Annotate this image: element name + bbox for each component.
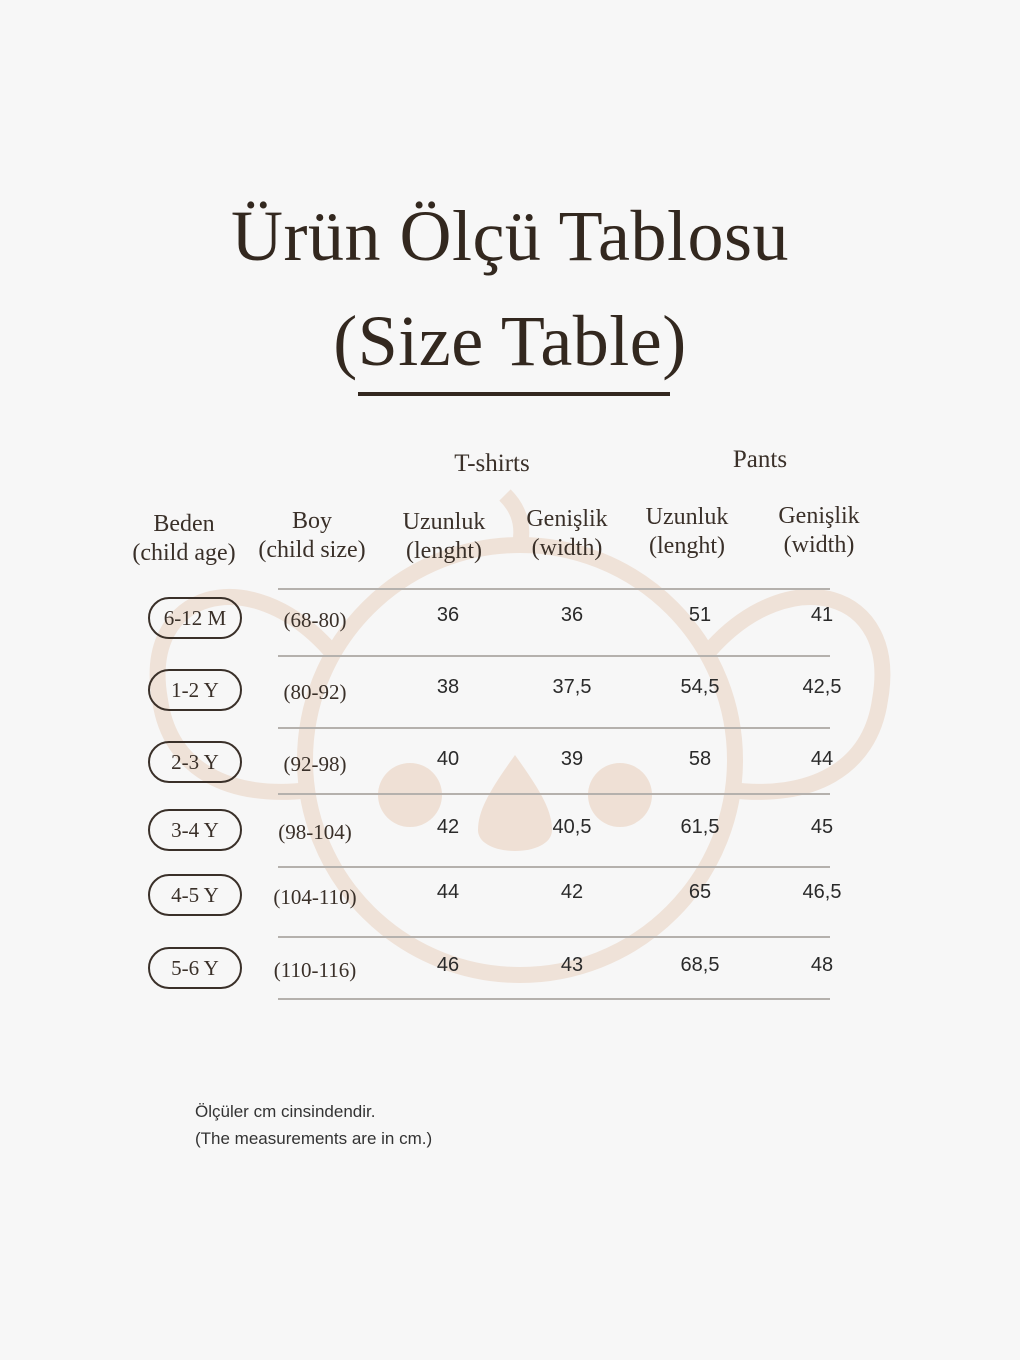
cell-ts_wid: 42 (560, 881, 584, 903)
column-header: Uzunluk (lenght) (364, 508, 524, 566)
header-sublabel: (child size) (258, 537, 366, 563)
note-line-2: (The measurements are in cm.) (195, 1129, 433, 1148)
header-sublabel: (width) (531, 535, 603, 561)
column-header: Genişlik (width) (739, 502, 899, 560)
row-divider (278, 588, 830, 590)
age-pill: 2-3 Y (148, 741, 242, 783)
cell-ts_wid: 36 (560, 604, 584, 626)
header-label: Genişlik (778, 503, 860, 529)
age-pill: 3-4 Y (148, 809, 242, 851)
column-header: Genişlik (width) (487, 505, 647, 563)
header-sublabel: (lenght) (649, 533, 725, 559)
age-pill: 6-12 M (148, 597, 242, 639)
header-label: Uzunluk (645, 504, 729, 530)
child-size: (98-104) (278, 820, 352, 844)
cell-ts_len: 42 (436, 816, 460, 838)
cell-ts_len: 40 (436, 748, 460, 770)
child-size: (110-116) (273, 958, 357, 982)
cell-ts_wid: 37,5 (552, 676, 592, 698)
cell-ts_len: 44 (436, 881, 460, 903)
cell-p_len: 54,5 (680, 676, 720, 698)
header-sublabel: (lenght) (406, 538, 482, 564)
cell-p_wid: 44 (810, 748, 834, 770)
header-label: Uzunluk (402, 509, 486, 535)
page-title: Ürün Ölçü Tablosu (230, 196, 790, 276)
header-label: Boy (291, 508, 332, 534)
cell-p_len: 58 (688, 748, 712, 770)
child-size: (92-98) (283, 752, 347, 776)
age-pill: 1-2 Y (148, 669, 242, 711)
cell-p_wid: 45 (810, 816, 834, 838)
cell-p_len: 61,5 (680, 816, 720, 838)
header-sublabel: (width) (783, 532, 855, 558)
column-header: Uzunluk (lenght) (607, 503, 767, 561)
cell-p_len: 51 (688, 604, 712, 626)
row-divider (278, 793, 830, 795)
child-size: (68-80) (283, 608, 347, 632)
cell-p_wid: 41 (810, 604, 834, 626)
cell-p_wid: 42,5 (802, 676, 842, 698)
row-divider (278, 936, 830, 938)
row-divider (278, 727, 830, 729)
cell-ts_wid: 40,5 (552, 816, 592, 838)
title-underline (358, 392, 670, 396)
age-pill: 5-6 Y (148, 947, 242, 989)
cell-p_len: 65 (688, 881, 712, 903)
group-tshirts: T-shirts (454, 450, 530, 477)
age-pill: 4-5 Y (148, 874, 242, 916)
cell-ts_wid: 39 (560, 748, 584, 770)
column-header: Beden (child age) (104, 510, 264, 568)
cell-ts_len: 38 (436, 676, 460, 698)
cell-p_wid: 46,5 (802, 881, 842, 903)
cell-p_wid: 48 (810, 954, 834, 976)
group-pants: Pants (732, 446, 788, 473)
child-size: (80-92) (283, 680, 347, 704)
row-divider (278, 655, 830, 657)
page-subtitle: (Size Table) (333, 301, 687, 381)
cell-ts_wid: 43 (560, 954, 584, 976)
row-divider (278, 866, 830, 868)
cell-p_len: 68,5 (680, 954, 720, 976)
cell-ts_len: 36 (436, 604, 460, 626)
header-label: Beden (153, 511, 215, 537)
header-sublabel: (child age) (132, 540, 236, 566)
row-divider (278, 998, 830, 1000)
header-label: Genişlik (526, 506, 608, 532)
column-header: Boy (child size) (232, 507, 392, 565)
note-line-1: Ölçüler cm cinsindendir. (195, 1102, 376, 1121)
child-size: (104-110) (273, 885, 357, 909)
cell-ts_len: 46 (436, 954, 460, 976)
